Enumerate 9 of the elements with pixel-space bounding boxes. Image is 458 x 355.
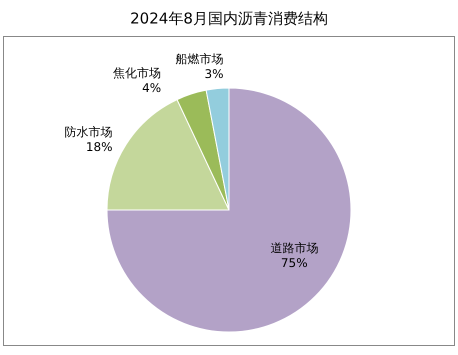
- slice-label: 焦化市场: [113, 66, 162, 80]
- chart-title: 2024年8月国内沥青消费结构: [130, 10, 328, 28]
- slice-label: 防水市场: [64, 124, 113, 139]
- data-label: 18%: [86, 140, 113, 154]
- data-label: 4%: [142, 80, 162, 95]
- data-label: 75%: [280, 256, 308, 270]
- slice-label: 船燃市场: [176, 52, 224, 66]
- slice-label: 道路市场: [270, 240, 318, 255]
- data-label: 3%: [204, 67, 224, 82]
